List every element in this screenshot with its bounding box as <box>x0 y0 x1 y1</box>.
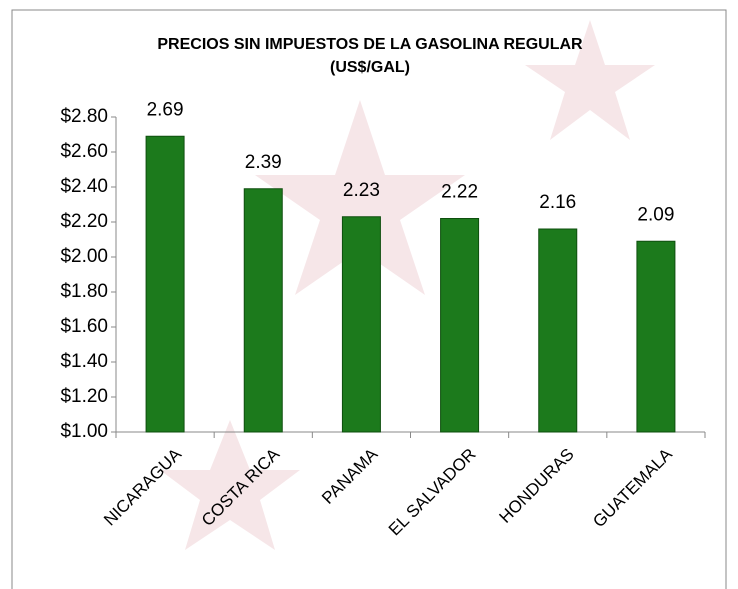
watermark <box>160 20 655 550</box>
y-tick-label: $2.80 <box>60 106 108 127</box>
y-tick-label: $1.20 <box>60 386 108 407</box>
bar <box>342 217 380 432</box>
bar <box>539 229 577 432</box>
value-label: 2.09 <box>637 204 674 225</box>
x-tick-label: GUATEMALA <box>589 444 676 531</box>
value-label: 2.23 <box>343 180 380 201</box>
bar <box>146 136 184 432</box>
x-tick-label: PANAMA <box>318 444 382 508</box>
y-tick-label: $2.00 <box>60 246 108 267</box>
value-label: 2.16 <box>539 192 576 213</box>
chart-title: (US$/GAL) <box>330 59 410 76</box>
y-tick-label: $2.40 <box>60 176 108 197</box>
y-tick-label: $1.80 <box>60 281 108 302</box>
y-tick-label: $2.20 <box>60 211 108 232</box>
y-tick-label: $1.40 <box>60 351 108 372</box>
value-label: 2.22 <box>441 182 478 203</box>
bar <box>637 241 675 432</box>
y-tick-label: $1.00 <box>60 421 108 442</box>
bar <box>441 219 479 433</box>
page: PRECIOS SIN IMPUESTOS DE LA GASOLINA REG… <box>0 0 738 589</box>
x-tick-label: HONDURAS <box>496 445 578 527</box>
value-label: 2.69 <box>147 99 184 120</box>
chart-title: PRECIOS SIN IMPUESTOS DE LA GASOLINA REG… <box>157 36 583 53</box>
y-tick-label: $2.60 <box>60 141 108 162</box>
bar <box>244 189 282 432</box>
chart: PRECIOS SIN IMPUESTOS DE LA GASOLINA REG… <box>0 0 738 589</box>
x-tick-label: EL SALVADOR <box>385 445 480 540</box>
value-label: 2.39 <box>245 152 282 173</box>
y-tick-label: $1.60 <box>60 316 108 337</box>
x-tick-label: NICARAGUA <box>100 444 185 529</box>
